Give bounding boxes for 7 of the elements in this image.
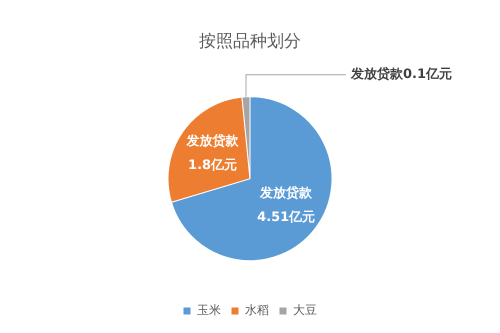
data-label: 发放贷款 4.51亿元: [257, 184, 316, 225]
legend-label: 大豆: [293, 303, 317, 318]
legend-label: 水稻: [245, 303, 269, 318]
data-label: 发放贷款0.1亿元: [350, 66, 452, 82]
data-label: 发放贷款 1.8亿元: [186, 132, 240, 173]
legend-label: 玉米: [197, 303, 221, 318]
chart-title: 按照品种划分: [199, 32, 301, 52]
